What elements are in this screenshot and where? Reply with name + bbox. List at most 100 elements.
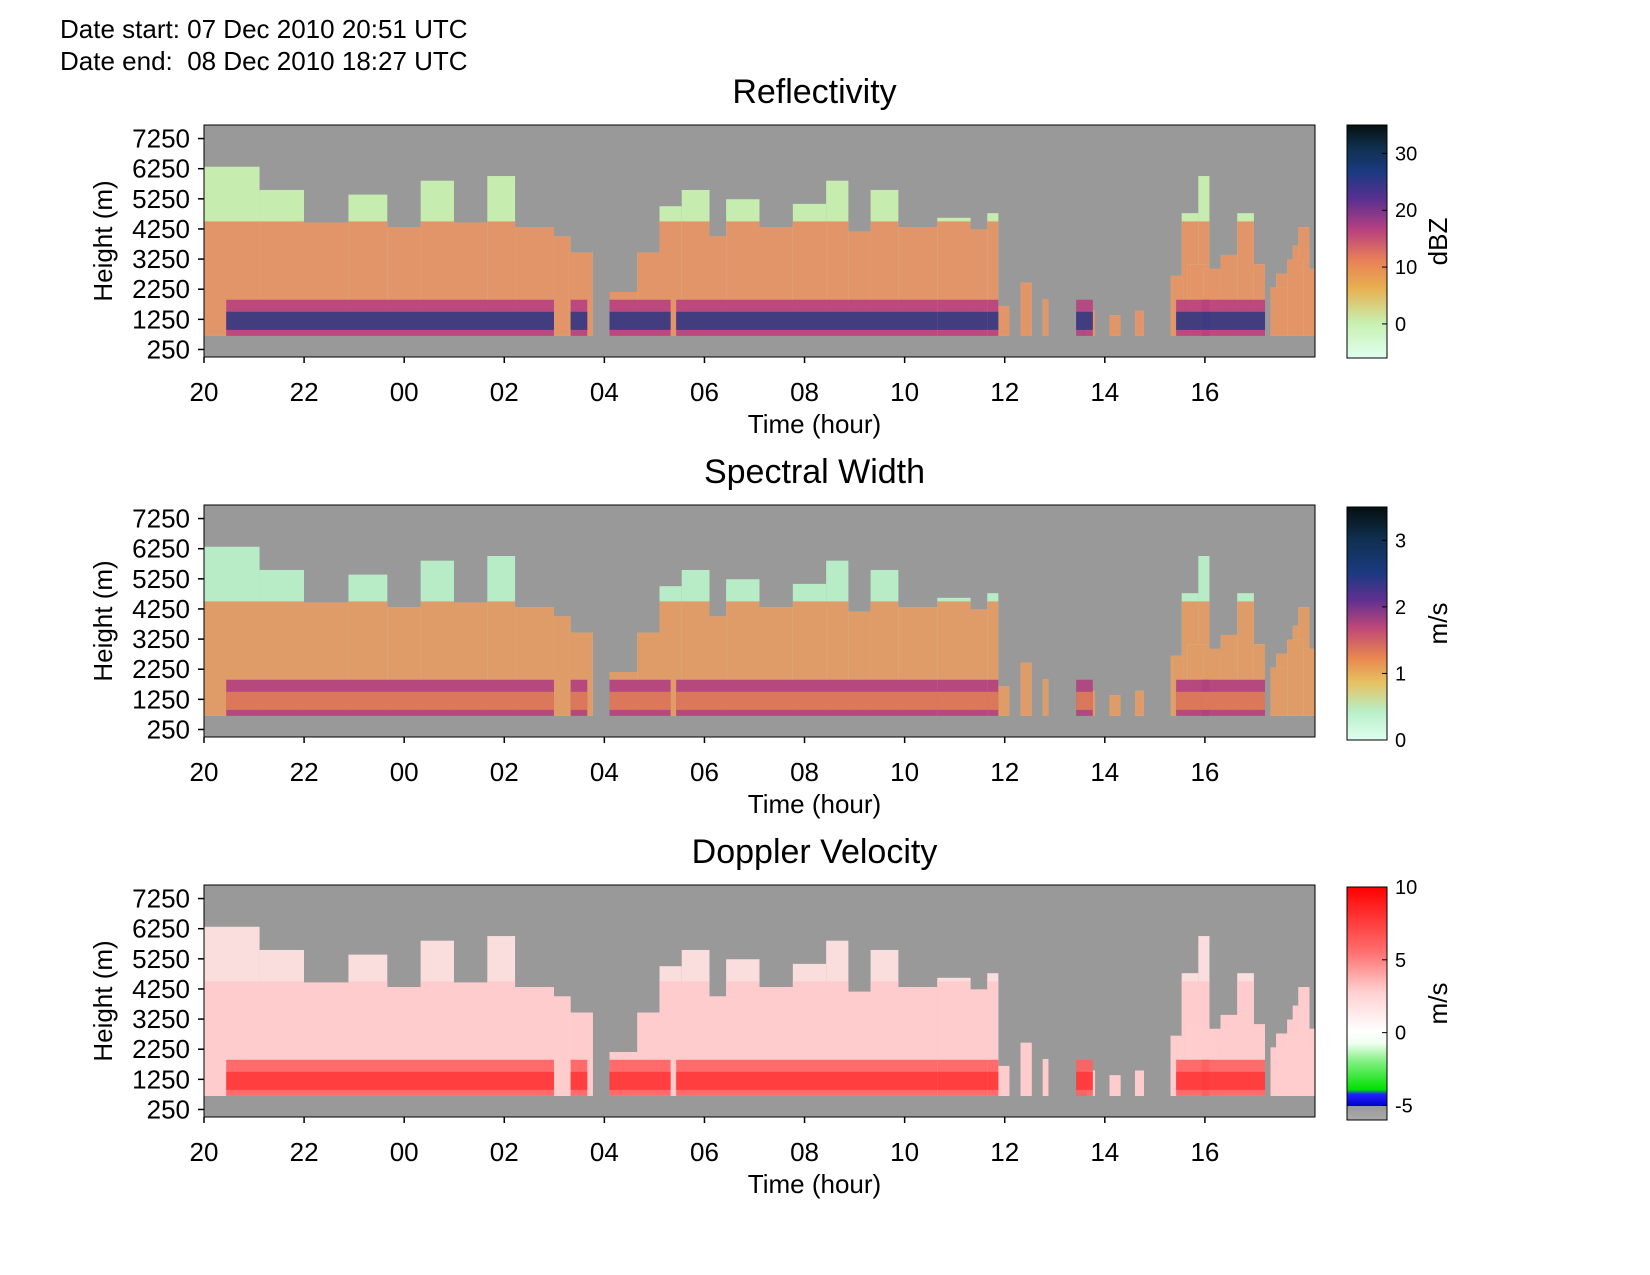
y-tick-label: 3250 (132, 624, 190, 654)
colorbar-tick-label: -5 (1395, 1095, 1413, 1117)
y-tick-label: 1250 (132, 304, 190, 334)
panel-1: Spectral Width72506250525042503250225012… (88, 453, 1453, 819)
echo-core (553, 616, 571, 716)
y-tick-label: 3250 (132, 244, 190, 274)
x-tick-label: 02 (490, 377, 519, 407)
y-tick-label: 7250 (132, 504, 190, 534)
y-tick-label: 7250 (132, 124, 190, 154)
echo-core (1020, 662, 1032, 716)
panel-0: Reflectivity 7250625052504250325022501250… (88, 73, 1453, 439)
x-tick-label: 04 (590, 1137, 619, 1167)
x-tick-label: 08 (790, 377, 819, 407)
colorbar-tick-label: 10 (1395, 257, 1417, 279)
x-tick-label: 08 (790, 757, 819, 787)
x-tick-label: 06 (690, 377, 719, 407)
low-layer-core (937, 691, 988, 710)
colorbar-tick-label: 5 (1395, 950, 1406, 972)
x-axis-label: Time (hour) (748, 1169, 881, 1199)
x-tick-label: 10 (890, 377, 919, 407)
low-layer-core (226, 1071, 554, 1090)
date-end-label: Date end: 08 Dec 2010 18:27 UTC (60, 46, 468, 76)
low-layer-core (570, 691, 588, 710)
low-layer-core (1201, 1071, 1266, 1090)
low-layer-core (226, 311, 554, 330)
panel-2: Doppler Velocity725062505250425032502250… (88, 833, 1453, 1199)
y-tick-label: 4250 (132, 594, 190, 624)
chart-title: Doppler Velocity (692, 833, 938, 871)
x-tick-label: 22 (290, 1137, 319, 1167)
x-tick-label: 20 (190, 377, 219, 407)
y-tick-label: 6250 (132, 534, 190, 564)
y-tick-label: 6250 (132, 154, 190, 184)
echo-core (998, 685, 1010, 716)
chart-title: Spectral Width (704, 453, 925, 491)
low-layer-core (1076, 1071, 1093, 1090)
y-tick-label: 3250 (132, 1004, 190, 1034)
low-layer-core (609, 311, 671, 330)
colorbar-label: m/s (1423, 983, 1453, 1025)
low-layer-core (676, 691, 938, 710)
echo-core (998, 1065, 1010, 1096)
echo-core (553, 236, 571, 336)
colorbar-tick-label: 20 (1395, 200, 1417, 222)
x-tick-label: 02 (490, 1137, 519, 1167)
x-tick-label: 14 (1090, 377, 1119, 407)
colorbar-label: dBZ (1423, 218, 1453, 266)
colorbar-tick-label: 1 (1395, 663, 1406, 685)
x-tick-label: 06 (690, 757, 719, 787)
x-tick-label: 22 (290, 757, 319, 787)
low-layer-core (570, 1071, 588, 1090)
x-tick-label: 12 (990, 377, 1019, 407)
x-tick-label: 20 (190, 757, 219, 787)
colorbar (1346, 124, 1388, 359)
x-tick-label: 10 (890, 1137, 919, 1167)
x-tick-label: 06 (690, 1137, 719, 1167)
y-tick-label: 7250 (132, 884, 190, 914)
colorbar-tick-label: 3 (1395, 530, 1406, 552)
echo-core (1135, 690, 1144, 716)
y-tick-label: 1250 (132, 1064, 190, 1094)
date-start-label: Date start: 07 Dec 2010 20:51 UTC (60, 14, 468, 44)
colorbar (1346, 506, 1388, 741)
y-tick-label: 250 (147, 714, 190, 744)
x-tick-label: 08 (790, 1137, 819, 1167)
low-layer-core (609, 1071, 671, 1090)
colorbar-label: m/s (1423, 603, 1453, 645)
x-tick-label: 12 (990, 757, 1019, 787)
colorbar-tick-label: 0 (1395, 730, 1406, 752)
x-axis-label: Time (hour) (748, 789, 881, 819)
y-tick-label: 2250 (132, 654, 190, 684)
chart-title: Reflectivity (732, 73, 896, 111)
low-layer-core (570, 311, 588, 330)
low-layer-core (987, 691, 999, 710)
low-layer-core (1076, 691, 1093, 710)
y-axis-label: Height (m) (88, 940, 118, 1061)
x-tick-label: 14 (1090, 757, 1119, 787)
x-tick-label: 00 (390, 1137, 419, 1167)
y-tick-label: 2250 (132, 274, 190, 304)
echo-core (1020, 282, 1032, 336)
x-tick-label: 20 (190, 1137, 219, 1167)
x-tick-label: 04 (590, 757, 619, 787)
low-layer-core (1176, 1071, 1210, 1090)
y-tick-label: 1250 (132, 684, 190, 714)
echo-core (987, 221, 999, 336)
low-layer-core (1076, 311, 1093, 330)
colorbar-tick-label: 0 (1395, 314, 1406, 336)
low-layer-core (987, 1071, 999, 1090)
x-tick-label: 16 (1190, 377, 1219, 407)
low-layer-core (987, 311, 999, 330)
y-axis-label: Height (m) (88, 180, 118, 301)
y-tick-label: 4250 (132, 214, 190, 244)
echo-core (1109, 315, 1121, 336)
low-layer-core (1176, 691, 1210, 710)
x-tick-label: 14 (1090, 1137, 1119, 1167)
colorbar-tick-label: 10 (1395, 877, 1417, 899)
colorbar (1346, 886, 1388, 1121)
echo-core (1109, 695, 1121, 716)
low-layer-core (1201, 691, 1266, 710)
plot-frame (203, 504, 1316, 738)
y-tick-label: 2250 (132, 1034, 190, 1064)
plot-frame (203, 124, 1316, 358)
y-tick-label: 250 (147, 1094, 190, 1124)
